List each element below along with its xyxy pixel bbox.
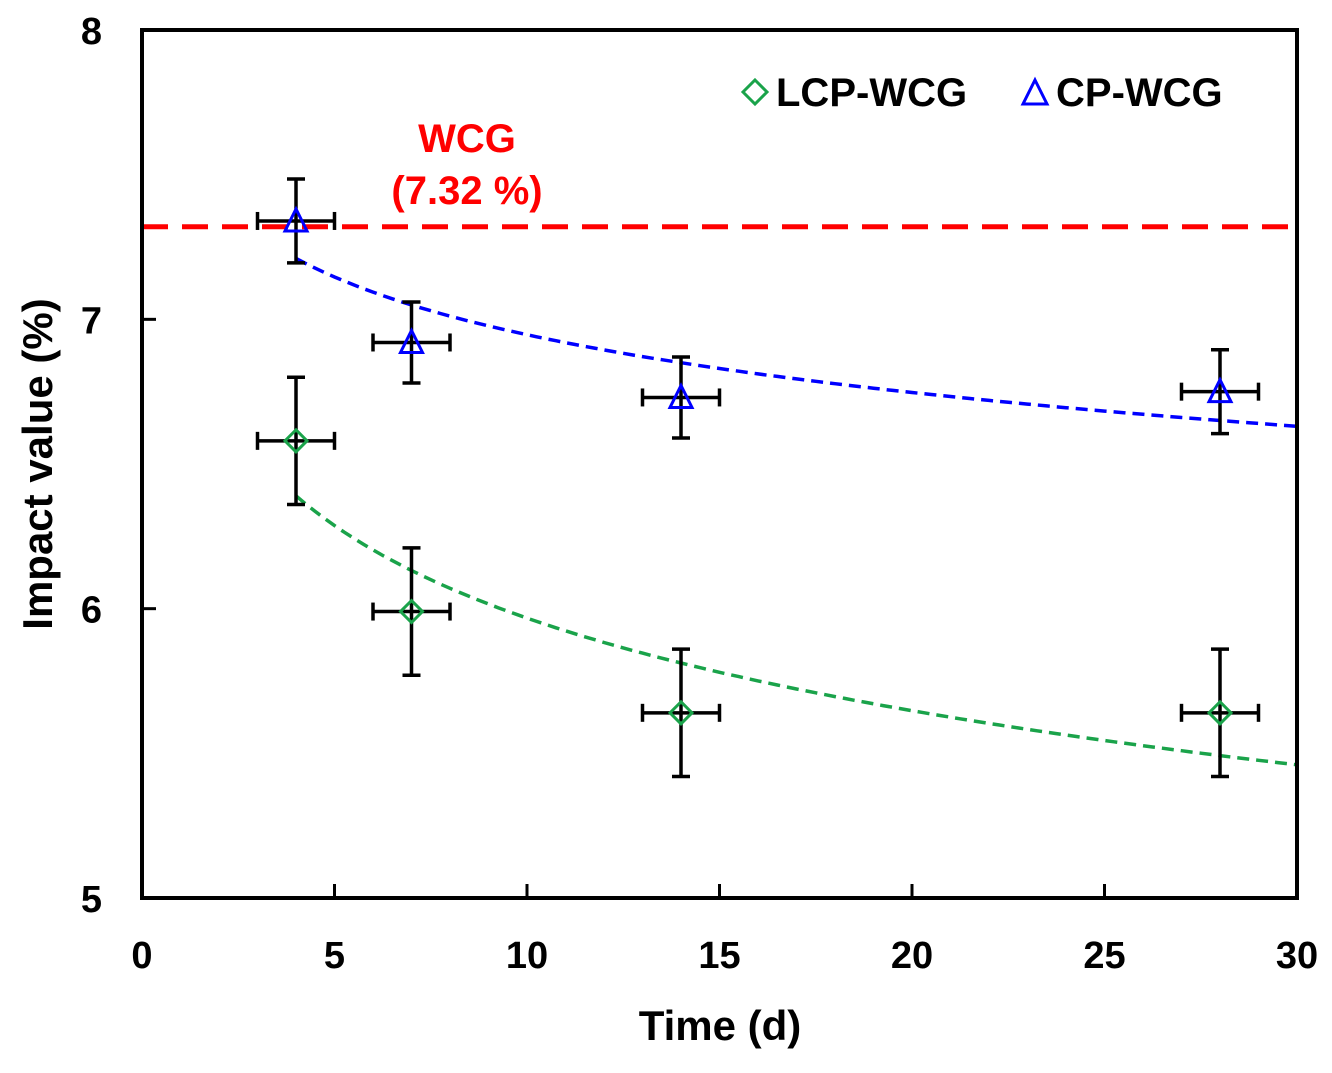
x-tick-label: 15	[698, 935, 740, 977]
data-point	[255, 177, 337, 265]
legend-triangle-icon	[1020, 76, 1050, 106]
plot-frame	[140, 28, 1299, 900]
y-tick-label: 6	[81, 590, 102, 632]
triangle-marker	[398, 327, 425, 354]
data-point	[1179, 347, 1261, 436]
x-tick-label: 0	[131, 935, 152, 977]
diamond-marker	[398, 598, 425, 625]
triangle-marker	[667, 382, 695, 409]
data-point	[640, 355, 722, 440]
data-point	[371, 546, 452, 677]
legend-diamond-icon	[740, 77, 770, 107]
trend-line-lcp-wcg	[294, 494, 1298, 767]
legend-label-lcp-wcg: LCP-WCG	[776, 71, 967, 115]
y-tick-label: 8	[81, 11, 102, 53]
x-axis-label: Time (d)	[639, 1002, 802, 1049]
trend-line-cp-wcg	[295, 256, 1298, 429]
x-tick-label: 10	[506, 935, 548, 977]
data-point	[1179, 647, 1261, 779]
x-tick-label: 20	[891, 935, 933, 977]
x-tick-label: 5	[324, 935, 345, 977]
y-tick-label: 5	[81, 879, 102, 921]
data-point	[640, 647, 722, 779]
y-axis-label: Impact value (%)	[14, 298, 61, 629]
reference-label: WCG	[418, 117, 516, 161]
reference-value-label: (7.32 %)	[391, 169, 542, 213]
y-tick-label: 7	[81, 300, 102, 342]
triangle-marker	[282, 205, 310, 233]
legend-label-cp-wcg: CP-WCG	[1056, 71, 1223, 115]
data-point	[371, 300, 452, 385]
data-point	[255, 375, 337, 507]
x-tick-label: 25	[1083, 935, 1125, 977]
x-tick-label: 30	[1276, 935, 1318, 977]
triangle-marker	[1206, 376, 1234, 404]
diamond-marker	[282, 427, 310, 454]
diamond-marker	[1206, 699, 1234, 726]
diamond-marker	[667, 699, 695, 726]
legend: LCP-WCG CP-WCG	[740, 71, 1223, 115]
